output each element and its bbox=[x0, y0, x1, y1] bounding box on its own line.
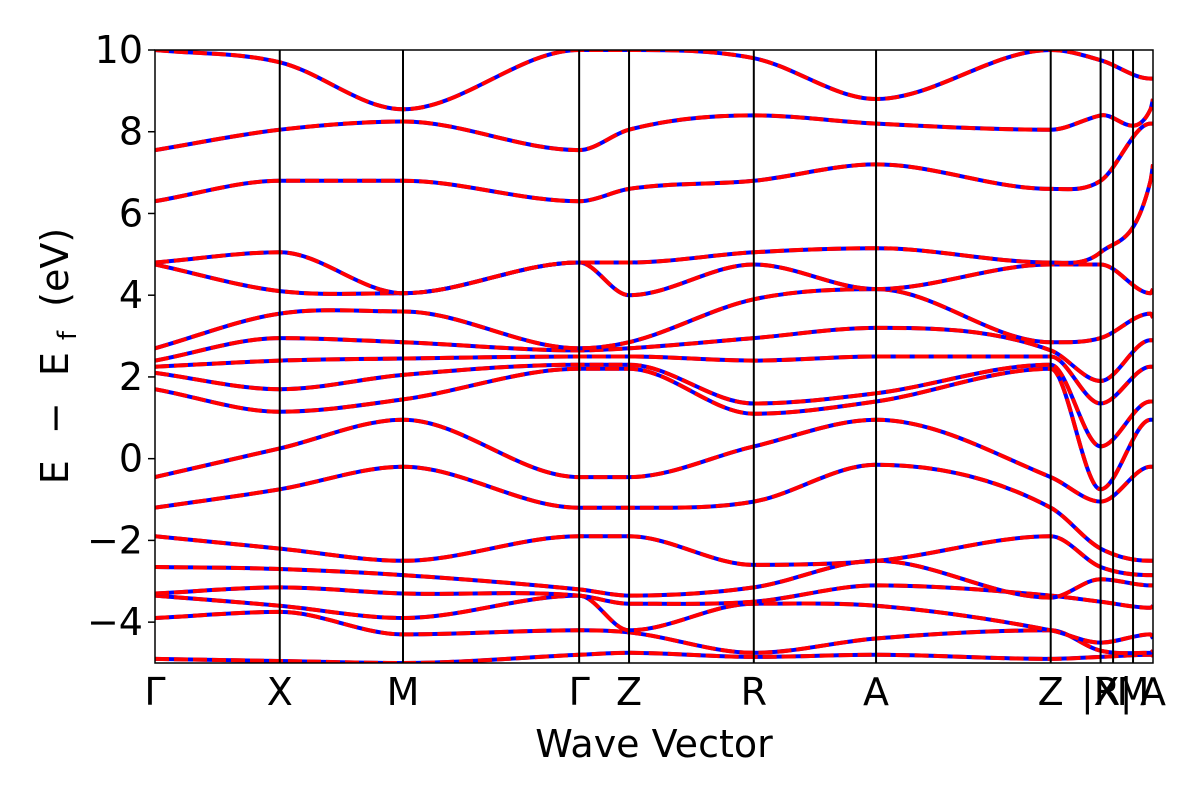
x-tick-label-10: M bbox=[1117, 670, 1150, 714]
plot-frame bbox=[154, 49, 1154, 664]
band-3-red bbox=[155, 583, 1153, 610]
band-7-red bbox=[155, 417, 1153, 504]
band-0-red bbox=[155, 650, 1153, 663]
band-10-red bbox=[155, 354, 1153, 406]
x-tick-label-1: X bbox=[267, 670, 293, 714]
x-tick-label-11: A bbox=[1140, 670, 1166, 714]
y-tick-label-3: 2 bbox=[119, 355, 143, 399]
y-tick-label-4: 4 bbox=[119, 273, 143, 317]
y-tick-label-7: 10 bbox=[95, 28, 143, 72]
y-axis-title-e: E bbox=[33, 460, 77, 484]
band-12-red bbox=[155, 287, 1153, 351]
band-5-red bbox=[155, 534, 1153, 578]
band-4-red bbox=[155, 558, 1153, 600]
x-tick-label-9: X| bbox=[1094, 670, 1133, 715]
y-axis-title: E − E f (eV) bbox=[33, 228, 85, 484]
y-tick-label-6: 8 bbox=[119, 110, 143, 154]
y-axis-title-ef-subscript: f bbox=[53, 330, 83, 340]
x-tick-label-6: A bbox=[863, 670, 889, 714]
x-tick-label-2: M bbox=[387, 670, 420, 714]
x-tick-label-8: |R bbox=[1081, 670, 1120, 715]
y-axis-title-minus: − bbox=[33, 402, 77, 434]
x-ticks-layer: Γ X M Γ Z R A Z |RX|MA bbox=[144, 670, 1166, 715]
band-17-red bbox=[155, 50, 1153, 112]
x-axis-title: Wave Vector bbox=[535, 722, 773, 766]
band-2-red bbox=[155, 593, 1153, 645]
band-1-red bbox=[155, 609, 1153, 656]
y-ticks-layer: −4 −2 0 2 4 6 8 10 bbox=[87, 28, 155, 644]
y-tick-label-2: 0 bbox=[119, 437, 143, 481]
y-axis-title-unit: (eV) bbox=[33, 228, 77, 307]
x-tick-label-3: Γ bbox=[569, 670, 590, 714]
y-tick-label-5: 6 bbox=[119, 191, 143, 235]
x-tick-label-7: Z bbox=[1038, 670, 1064, 714]
y-tick-label-0: −4 bbox=[87, 600, 143, 644]
x-tick-label-4: Z bbox=[616, 670, 642, 714]
kpoint-lines-layer bbox=[278, 50, 1135, 663]
band-9-red bbox=[155, 362, 1153, 449]
y-axis-title-ef: E bbox=[33, 352, 77, 376]
band-6-red bbox=[155, 462, 1153, 563]
x-tick-label-0: Γ bbox=[144, 670, 165, 714]
x-tick-label-5: R bbox=[741, 670, 767, 714]
y-tick-label-1: −2 bbox=[87, 518, 143, 562]
